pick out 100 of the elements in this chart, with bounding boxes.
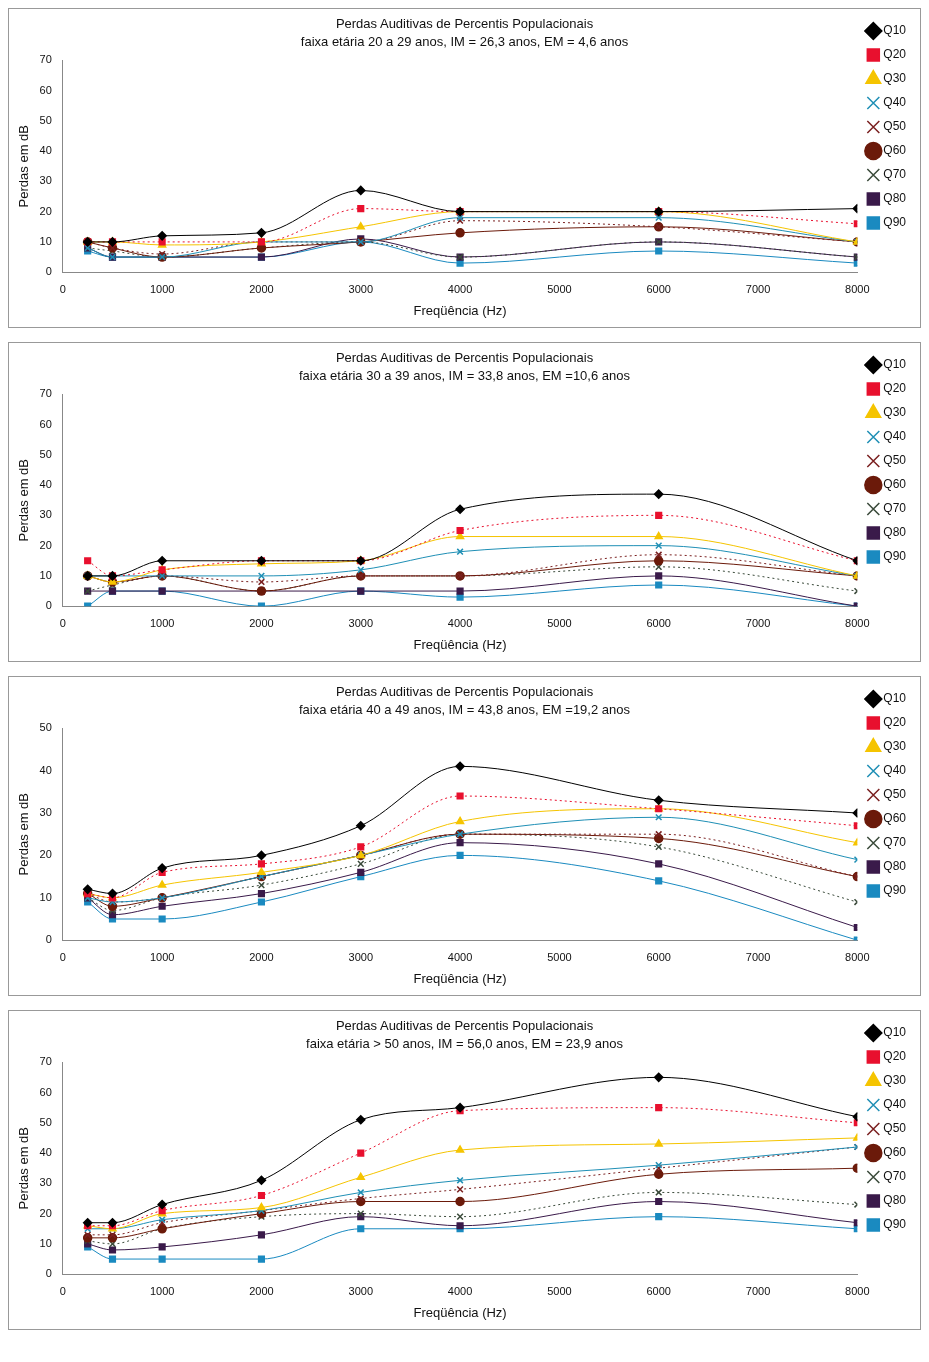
legend-label: Q60 <box>883 811 907 826</box>
legend-label: Q90 <box>883 549 907 564</box>
x-axis-title: Freqüência (Hz) <box>413 1304 507 1320</box>
y-tick-label: 20 <box>39 1206 52 1219</box>
x-axis-title: Freqüência (Hz) <box>413 636 507 652</box>
legend-label: Q70 <box>883 501 907 516</box>
legend-label: Q70 <box>883 1169 907 1184</box>
x-tick-label: 5000 <box>547 1284 572 1297</box>
x-tick-label: 8000 <box>845 1284 870 1297</box>
legend-label: Q10 <box>883 357 907 372</box>
y-axis-title: Perdas em dB <box>16 125 32 208</box>
y-tick-label: 40 <box>39 478 52 491</box>
x-tick-label: 5000 <box>547 616 572 629</box>
legend-label: Q40 <box>883 95 907 110</box>
y-tick-label: 30 <box>39 1176 52 1189</box>
legend-label: Q50 <box>883 119 907 134</box>
x-tick-label: 6000 <box>646 950 671 963</box>
x-tick-label: 3000 <box>348 616 374 629</box>
y-tick-label: 70 <box>39 1055 52 1068</box>
y-tick-label: 50 <box>39 447 52 460</box>
y-tick-label: 60 <box>39 83 52 96</box>
x-tick-label: 7000 <box>745 282 771 295</box>
x-tick-label: 1000 <box>149 282 175 295</box>
legend-label: Q30 <box>883 71 907 86</box>
y-tick-label: 50 <box>39 113 52 126</box>
legend-label: Q60 <box>883 477 907 492</box>
x-tick-label: 7000 <box>745 1284 771 1297</box>
chart-title: Perdas Auditivas de Percentis Populacionais <box>335 1018 594 1034</box>
legend-label: Q20 <box>883 715 907 730</box>
y-tick-label: 20 <box>39 538 52 551</box>
chart-subtitle: faixa etária 30 a 39 anos, IM = 33,8 anos, EM =10,6 anos <box>299 367 631 383</box>
y-axis-title: Perdas em dB <box>16 459 32 542</box>
x-axis-title: Freqüência (Hz) <box>413 970 507 986</box>
y-tick-label: 0 <box>45 599 52 612</box>
legend-label: Q60 <box>883 143 907 158</box>
x-tick-label: 0 <box>59 616 66 629</box>
y-tick-label: 20 <box>39 848 52 861</box>
y-tick-label: 40 <box>39 1146 52 1159</box>
y-tick-label: 40 <box>39 763 52 776</box>
x-tick-label: 2000 <box>249 1284 274 1297</box>
x-tick-label: 0 <box>59 950 66 963</box>
legend-label: Q10 <box>883 691 907 706</box>
x-tick-label: 1000 <box>149 1284 175 1297</box>
x-tick-label: 8000 <box>845 616 870 629</box>
x-tick-label: 4000 <box>447 950 473 963</box>
x-tick-label: 3000 <box>348 282 374 295</box>
legend-label: Q70 <box>883 167 907 182</box>
legend-label: Q90 <box>883 1217 907 1232</box>
legend-label: Q60 <box>883 1145 907 1160</box>
legend-label: Q80 <box>883 1193 907 1208</box>
chart-subtitle: faixa etária 40 a 49 anos, IM = 43,8 anos, EM =19,2 anos <box>299 701 631 717</box>
y-tick-label: 50 <box>39 1115 52 1128</box>
y-tick-label: 30 <box>39 806 52 819</box>
y-tick-label: 50 <box>39 721 52 734</box>
legend-label: Q80 <box>883 191 907 206</box>
legend-label: Q30 <box>883 739 907 754</box>
legend-label: Q20 <box>883 381 907 396</box>
x-tick-label: 0 <box>59 1284 66 1297</box>
x-tick-label: 6000 <box>646 616 671 629</box>
y-tick-label: 10 <box>39 568 52 581</box>
y-tick-label: 10 <box>39 1236 52 1249</box>
x-tick-label: 2000 <box>249 616 274 629</box>
legend-label: Q50 <box>883 453 907 468</box>
legend-label: Q80 <box>883 859 907 874</box>
x-tick-label: 3000 <box>348 950 374 963</box>
legend-label: Q40 <box>883 429 907 444</box>
x-axis-title: Freqüência (Hz) <box>413 302 507 318</box>
x-tick-label: 8000 <box>845 282 870 295</box>
y-tick-label: 30 <box>39 508 52 521</box>
legend-label: Q40 <box>883 763 907 778</box>
y-tick-label: 30 <box>39 174 52 187</box>
y-tick-label: 0 <box>45 1267 52 1280</box>
x-tick-label: 4000 <box>447 616 473 629</box>
x-tick-label: 7000 <box>745 616 771 629</box>
x-tick-label: 3000 <box>348 1284 374 1297</box>
x-tick-label: 8000 <box>845 950 870 963</box>
y-axis-title: Perdas em dB <box>16 1127 32 1210</box>
legend-label: Q30 <box>883 405 907 420</box>
x-tick-label: 7000 <box>745 950 771 963</box>
y-axis-title: Perdas em dB <box>16 793 32 876</box>
y-tick-label: 0 <box>45 265 52 278</box>
x-tick-label: 0 <box>59 282 66 295</box>
chart-title: Perdas Auditivas de Percentis Populacionais <box>335 684 594 700</box>
x-tick-label: 4000 <box>447 1284 473 1297</box>
chart-subtitle: faixa etária > 50 anos, IM = 56,0 anos, EM = 23,9 anos <box>306 1035 624 1051</box>
legend-label: Q50 <box>883 1121 907 1136</box>
x-tick-label: 1000 <box>149 616 175 629</box>
x-tick-label: 5000 <box>547 950 572 963</box>
legend-label: Q10 <box>883 1025 907 1040</box>
x-tick-label: 6000 <box>646 1284 671 1297</box>
legend-label: Q70 <box>883 835 907 850</box>
x-tick-label: 6000 <box>646 282 671 295</box>
y-tick-label: 70 <box>39 387 52 400</box>
legend-label: Q80 <box>883 525 907 540</box>
x-tick-label: 2000 <box>249 950 274 963</box>
x-tick-label: 4000 <box>447 282 473 295</box>
chart-subtitle: faixa etária 20 a 29 anos, IM = 26,3 anos, EM = 4,6 anos <box>300 33 629 49</box>
y-tick-label: 40 <box>39 144 52 157</box>
y-tick-label: 10 <box>39 890 52 903</box>
y-tick-label: 10 <box>39 234 52 247</box>
